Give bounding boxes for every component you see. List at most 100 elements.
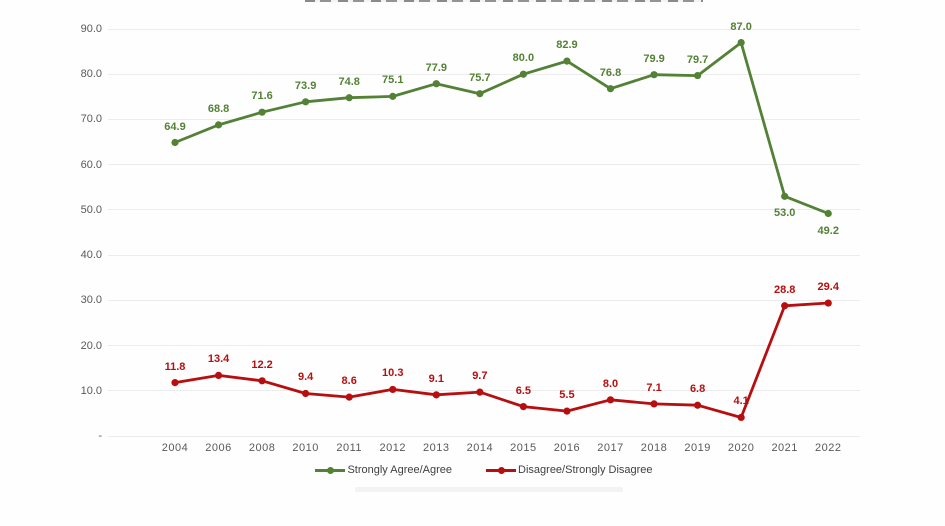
data-point-label: 49.2 <box>817 224 839 237</box>
data-point-label: 75.1 <box>382 74 404 87</box>
gridline <box>108 73 860 75</box>
data-point-marker <box>694 71 702 80</box>
x-tick-label: 2012 <box>379 442 406 454</box>
data-point-label: 9.4 <box>297 371 314 384</box>
x-tick-label: 2019 <box>684 442 711 454</box>
data-point-marker <box>563 407 571 415</box>
x-tick-label: 2014 <box>466 442 494 454</box>
data-point-marker <box>563 57 571 65</box>
data-point-marker <box>824 299 832 307</box>
data-point-label: 74.8 <box>338 75 360 88</box>
data-point-marker <box>432 391 440 399</box>
y-tick-label: 30.0 <box>80 294 102 307</box>
gridline <box>108 299 860 301</box>
x-tick-label: 2022 <box>815 442 842 454</box>
data-point-marker <box>171 379 179 387</box>
data-point-label: 82.9 <box>556 39 578 52</box>
data-point-label: 8.6 <box>341 375 357 388</box>
data-point-label: 77.9 <box>425 61 447 74</box>
data-point-marker <box>389 92 397 100</box>
x-tick-label: 2021 <box>771 442 798 454</box>
y-tick-label: 20.0 <box>80 339 102 352</box>
data-point-label: 28.8 <box>773 283 796 296</box>
y-tick-label: 70.0 <box>80 113 102 126</box>
x-tick-label: 2004 <box>161 442 189 454</box>
data-point-label: 87.0 <box>730 20 752 33</box>
data-point-label: 73.9 <box>294 79 317 92</box>
data-point-marker <box>476 388 484 396</box>
legend-item-disagree: Disagree/Strongly Disagree <box>486 464 653 476</box>
data-point-marker <box>389 385 397 394</box>
x-tick-label: 2015 <box>510 442 537 454</box>
legend-label: Disagree/Strongly Disagree <box>518 464 653 476</box>
data-point-label: 64.9 <box>164 120 186 133</box>
data-point-label: 5.5 <box>559 389 575 402</box>
data-point-marker <box>650 400 658 408</box>
data-point-label: 79.7 <box>686 53 709 66</box>
data-point-label: 4.1 <box>733 395 749 408</box>
data-point-marker <box>781 192 789 200</box>
cropped-title-fragment <box>305 0 703 2</box>
y-tick-label: - <box>98 430 102 442</box>
data-point-marker <box>737 38 745 47</box>
data-point-marker <box>519 403 528 411</box>
data-point-marker <box>519 70 528 78</box>
data-point-label: 80.0 <box>512 52 535 65</box>
data-point-label: 6.5 <box>515 384 532 397</box>
legend: Strongly Agree/Agree Disagree/Strongly D… <box>108 459 860 481</box>
data-point-marker <box>824 209 832 218</box>
x-tick-label: 2008 <box>248 442 276 454</box>
data-point-marker <box>781 302 789 310</box>
gridline <box>108 345 860 347</box>
data-point-label: 7.1 <box>646 381 662 394</box>
x-tick-label: 2020 <box>727 442 755 454</box>
data-point-label: 71.6 <box>251 90 273 103</box>
data-point-marker <box>171 138 179 147</box>
data-point-marker <box>476 90 484 98</box>
data-point-marker <box>432 80 440 88</box>
data-point-label: 11.8 <box>164 360 186 373</box>
data-point-label: 9.7 <box>472 370 488 383</box>
green-line-marker-icon <box>315 466 346 475</box>
y-tick-label: 80.0 <box>80 68 102 81</box>
data-point-label: 13.4 <box>207 353 230 366</box>
data-point-marker <box>650 71 658 79</box>
data-point-marker <box>606 396 615 404</box>
gridline <box>108 390 860 392</box>
series-line-1 <box>174 301 829 419</box>
data-point-marker <box>258 377 266 385</box>
gridline <box>108 254 860 256</box>
data-point-marker <box>694 401 702 409</box>
data-point-marker <box>345 393 353 401</box>
data-point-marker <box>258 108 266 116</box>
data-point-marker <box>737 413 745 422</box>
data-point-label: 79.9 <box>643 52 665 65</box>
x-tick-label: 2018 <box>640 442 668 454</box>
data-point-label: 75.7 <box>469 71 491 84</box>
x-tick-label: 2006 <box>205 442 232 454</box>
data-point-label: 8.0 <box>602 377 619 390</box>
data-point-label: 10.3 <box>382 367 404 380</box>
y-tick-label: 60.0 <box>80 158 102 171</box>
legend-item-strongly-agree: Strongly Agree/Agree <box>315 464 452 476</box>
y-tick-label: 40.0 <box>80 249 102 262</box>
y-tick-label: 90.0 <box>80 23 102 35</box>
data-point-marker <box>606 85 615 93</box>
x-tick-label: 2017 <box>597 442 624 454</box>
data-point-marker <box>214 121 223 129</box>
x-tick-label: 2010 <box>292 442 319 454</box>
series-line-0 <box>174 41 829 215</box>
data-point-label: 76.8 <box>599 66 622 79</box>
data-point-marker <box>345 94 353 102</box>
data-point-label: 12.2 <box>251 358 273 371</box>
gridline <box>108 28 860 30</box>
data-point-label: 29.4 <box>817 281 839 294</box>
legend-shadow <box>355 487 623 492</box>
gridline <box>108 164 860 166</box>
gridline <box>108 209 860 211</box>
data-point-label: 6.8 <box>689 383 706 396</box>
legend-label: Strongly Agree/Agree <box>347 464 453 476</box>
gridline <box>108 435 860 437</box>
